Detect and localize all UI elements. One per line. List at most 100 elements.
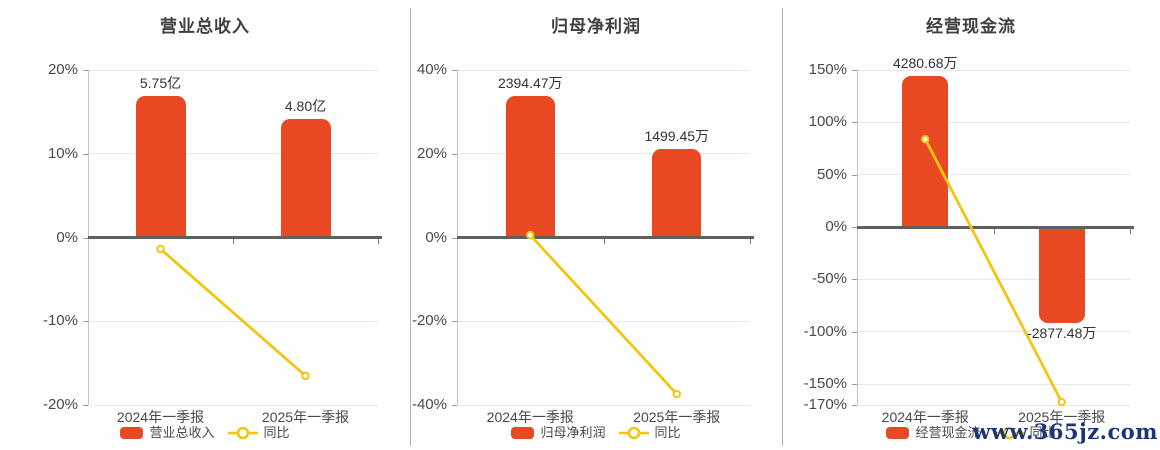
x-tick-mark — [750, 239, 751, 244]
y-tick-mark — [852, 174, 857, 176]
bar-series-swatch — [120, 427, 144, 439]
y-tick-label: 40% — [416, 61, 447, 78]
gridline — [858, 404, 1130, 406]
chart-title: 营业总收入 — [160, 17, 250, 36]
y-tick-label: -40% — [411, 396, 447, 413]
y-tick-mark — [852, 405, 857, 406]
y-tick-mark — [852, 227, 857, 229]
y-tick-mark — [83, 321, 88, 323]
bar-value-label: 4.80亿 — [284, 98, 327, 115]
watermark-link[interactable]: www.365jz.com — [972, 419, 1158, 444]
yoy-line-chart — [526, 230, 681, 399]
x-tick-mark — [603, 239, 605, 244]
legend: 经营现金流 同比 — [782, 425, 1160, 441]
bar-value-label: -2877.48万 — [1027, 324, 1097, 341]
line-swatch-marker — [627, 426, 640, 440]
legend-bar-series[interactable]: 经营现金流 — [886, 425, 981, 441]
y-tick-label: -170% — [803, 396, 847, 413]
legend-line-series-label: 同比 — [654, 425, 681, 440]
y-tick-mark — [452, 153, 457, 155]
chart-panel-2: 归母净利润 40% 20% 0% -20% -40% 2394.47万 1499.45万 202… — [410, 0, 782, 450]
yoy-line-marker — [672, 389, 681, 399]
line-swatch-marker — [236, 426, 249, 440]
gridline — [858, 383, 1130, 385]
y-tick-label: 150% — [808, 61, 847, 78]
bar-value-label: 5.75亿 — [139, 74, 182, 91]
bar-2025年一季报 — [1038, 227, 1085, 323]
y-tick-mark — [83, 405, 88, 406]
legend-bar-series-label: 归母净利润 — [540, 425, 606, 440]
y-tick-label: 20% — [47, 61, 78, 78]
y-tick-label: 0% — [425, 228, 447, 246]
legend-bar-series[interactable]: 归母净利润 — [511, 425, 606, 441]
legend-line-series-label: 同比 — [263, 425, 290, 440]
y-tick-label: -150% — [803, 375, 847, 393]
x-axis-zero-line — [457, 236, 754, 239]
line-series-swatch — [993, 426, 1024, 440]
y-tick-mark — [852, 279, 857, 281]
x-tick-mark — [1130, 228, 1131, 234]
gridline — [89, 404, 378, 406]
legend-line-series[interactable]: 同比 — [618, 425, 681, 441]
y-tick-mark — [852, 122, 857, 124]
y-tick-mark — [452, 405, 457, 406]
chart-title: 归母净利润 — [551, 17, 641, 36]
y-tick-mark — [83, 237, 88, 239]
x-axis-label: 2024年一季报 — [116, 409, 205, 425]
legend-line-series-label: 同比 — [1029, 425, 1056, 440]
y-tick-label: -20% — [42, 396, 78, 413]
gridline — [458, 153, 750, 155]
y-tick-mark — [852, 331, 857, 333]
bar-value-label: 2394.47万 — [497, 74, 563, 91]
y-tick-mark — [83, 70, 88, 71]
bar-value-label: 1499.45万 — [644, 128, 710, 145]
panel-separator — [782, 8, 783, 446]
y-tick-label: -100% — [803, 322, 847, 340]
y-tick-label: 20% — [416, 144, 447, 162]
y-tick-mark — [852, 70, 857, 71]
chart-panel-1: 营业总收入 20% 10% 0% -10% -20% 5.75亿 4.80亿 2024年一季报 2… — [0, 0, 410, 450]
x-axis-zero-line — [857, 225, 1134, 229]
x-axis-label: 2025年一季报 — [1018, 409, 1106, 425]
line-swatch-marker — [1002, 426, 1015, 440]
yoy-line — [529, 234, 678, 395]
gridline — [458, 320, 750, 322]
legend-line-series[interactable]: 同比 — [227, 425, 290, 441]
y-tick-label: 0% — [56, 228, 78, 246]
yoy-line-marker — [301, 371, 310, 381]
y-tick-label: 0% — [825, 218, 847, 236]
panel-separator — [410, 8, 411, 446]
gridline — [458, 69, 750, 71]
gridline — [458, 404, 750, 406]
y-tick-mark — [452, 237, 457, 239]
legend: 归母净利润 同比 — [410, 425, 782, 441]
y-tick-label: -50% — [811, 270, 847, 288]
y-axis-line — [857, 70, 858, 405]
y-tick-label: 100% — [808, 113, 847, 131]
gridline — [858, 278, 1130, 280]
x-axis-label: 2024年一季报 — [486, 409, 574, 425]
chart-panel-3: 经营现金流 150% 100% 50% 0% -50% -100% -150% -170% 428… — [782, 0, 1160, 450]
legend-bar-series-label: 营业总收入 — [149, 425, 215, 440]
bar-2024年一季报 — [135, 95, 186, 238]
bar-series-swatch — [886, 427, 910, 439]
bar-2025年一季报 — [280, 119, 331, 238]
y-tick-mark — [852, 384, 857, 386]
gridline — [89, 320, 378, 322]
legend-line-series[interactable]: 同比 — [993, 425, 1056, 441]
x-tick-mark — [233, 239, 234, 244]
gridline — [858, 69, 1130, 71]
legend-bar-series[interactable]: 营业总收入 — [120, 425, 215, 441]
y-tick-label: -10% — [42, 312, 78, 330]
x-tick-mark — [378, 239, 379, 244]
y-tick-mark — [452, 70, 457, 71]
x-axis-zero-line — [88, 236, 382, 239]
gridline — [858, 174, 1130, 176]
y-tick-label: -20% — [411, 312, 447, 330]
gridline — [89, 153, 378, 155]
bar-series-swatch — [511, 427, 535, 439]
y-tick-label: 50% — [816, 165, 847, 183]
x-axis-label: 2025年一季报 — [261, 409, 350, 425]
bar-2024年一季报 — [902, 75, 949, 228]
